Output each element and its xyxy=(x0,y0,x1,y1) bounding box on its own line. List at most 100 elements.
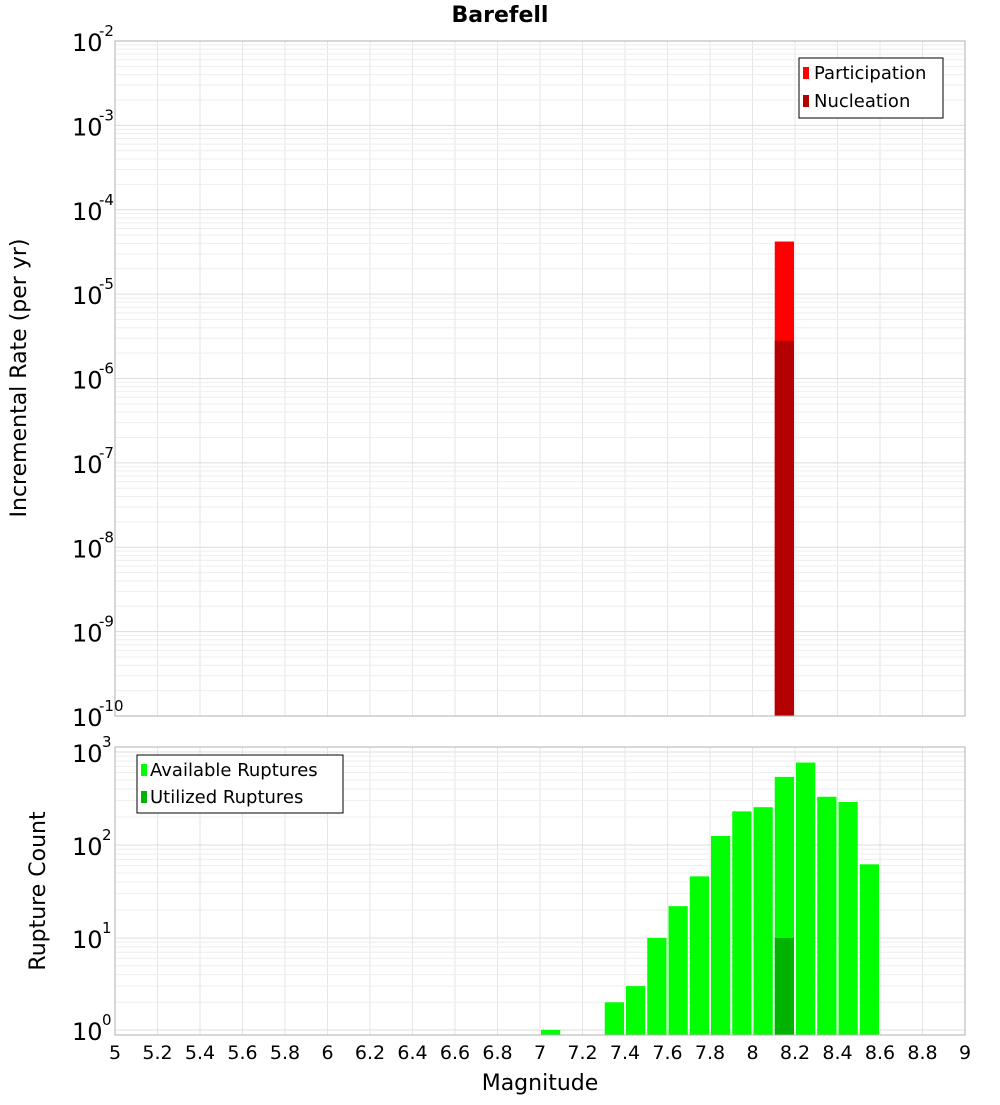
available-ruptures-bar xyxy=(541,1030,561,1035)
rate-bars xyxy=(774,241,794,717)
count-legend: Available Ruptures Utilized Ruptures xyxy=(136,754,344,814)
magnitude-x-tick-label: 7.4 xyxy=(610,1042,640,1064)
magnitude-x-tick-label: 5.4 xyxy=(185,1042,215,1064)
available-ruptures-bar xyxy=(689,876,709,1035)
magnitude-x-tick-label: 8.4 xyxy=(822,1042,852,1064)
magnitude-x-tick-label: 6.2 xyxy=(355,1042,385,1064)
rate-y-tick-exp: -10 xyxy=(99,697,124,715)
magnitude-x-tick-label: 5.8 xyxy=(270,1042,300,1064)
magnitude-x-tick-label: 8 xyxy=(746,1042,758,1064)
rate-y-tick-label: 10-9 xyxy=(72,613,114,648)
magnitude-x-tick-label: 5.6 xyxy=(227,1042,257,1064)
rate-y-tick-base: 10 xyxy=(72,451,103,479)
magnitude-x-tick-label: 7.8 xyxy=(695,1042,725,1064)
count-y-tick-exp: 0 xyxy=(102,1011,112,1029)
magnitude-x-tick-label: 6.6 xyxy=(440,1042,470,1064)
rate-panel: 10-210-310-410-510-610-710-810-910-10 In… xyxy=(7,22,966,732)
count-y-tick-label: 10 1 xyxy=(72,919,112,954)
rate-y-tick-exp: -2 xyxy=(99,22,114,40)
rate-y-tick-exp: -3 xyxy=(99,106,114,124)
available-ruptures-bar xyxy=(817,796,837,1035)
available-ruptures-bar xyxy=(626,986,646,1035)
magnitude-x-tick-label: 9 xyxy=(959,1042,971,1064)
magnitude-x-tick-label: 5 xyxy=(109,1042,121,1064)
count-y-tick-base: 10 xyxy=(72,833,103,861)
available-ruptures-bar xyxy=(796,762,816,1035)
rate-y-tick-exp: -5 xyxy=(99,275,114,293)
count-y-tick-exp: 2 xyxy=(102,826,112,844)
count-y-axis-label: Rupture Count xyxy=(26,811,51,971)
magnitude-x-axis-label: Magnitude xyxy=(482,1071,599,1096)
rate-y-tick-exp: -4 xyxy=(99,191,114,209)
count-y-tick-label: 10 2 xyxy=(72,826,112,861)
magnitude-x-tick-label: 8.8 xyxy=(907,1042,937,1064)
utilized-ruptures-bar xyxy=(774,938,794,1035)
count-y-tick-exp: 3 xyxy=(102,733,112,751)
chart-title: Barefell xyxy=(452,3,549,28)
rate-y-tick-base: 10 xyxy=(72,620,103,648)
available-ruptures-legend-swatch xyxy=(141,764,147,776)
available-ruptures-legend-label: Available Ruptures xyxy=(150,760,318,781)
rate-y-tick-exp: -6 xyxy=(99,360,114,378)
rate-y-tick-base: 10 xyxy=(72,113,103,141)
participation-legend-swatch xyxy=(803,67,809,79)
utilized-ruptures-legend-label: Utilized Ruptures xyxy=(150,787,303,808)
magnitude-x-tick-label: 7.2 xyxy=(567,1042,597,1064)
count-bars xyxy=(541,762,879,1035)
magnitude-x-tick-label: 6 xyxy=(321,1042,333,1064)
rate-y-tick-label: 10-3 xyxy=(72,106,114,141)
rate-y-tick-label: 10-8 xyxy=(72,528,114,563)
rate-grid xyxy=(114,41,966,717)
rate-y-tick-exp: -8 xyxy=(99,528,114,546)
magnitude-x-ticks: 5 5.2 5.4 5.6 5.8 6 6.2 6.4 6.6 6.8 7 7.2 7.4 7.6 7.8 8… xyxy=(109,1042,971,1064)
available-ruptures-bar xyxy=(604,1002,624,1035)
available-ruptures-bar xyxy=(732,811,752,1035)
rate-y-tick-base: 10 xyxy=(72,535,103,563)
magnitude-x-tick-label: 5.2 xyxy=(142,1042,172,1064)
rate-legend-box xyxy=(798,57,944,119)
rate-y-tick-base: 10 xyxy=(72,29,103,57)
rate-y-tick-label: 10-5 xyxy=(72,275,114,310)
count-y-tick-exp: 1 xyxy=(102,919,112,937)
count-y-tick-base: 10 xyxy=(72,740,103,768)
rate-y-tick-base: 10 xyxy=(72,282,103,310)
magnitude-x-tick-label: 7.6 xyxy=(652,1042,682,1064)
rate-y-axis-label: Incremental Rate (per yr) xyxy=(7,239,32,518)
rate-y-tick-exp: -9 xyxy=(99,613,114,631)
nucleation-legend-swatch xyxy=(803,95,809,107)
count-y-tick-label: 10 3 xyxy=(72,733,112,768)
count-y-tick-base: 10 xyxy=(72,926,103,954)
count-plot-border xyxy=(114,746,966,1036)
available-ruptures-bar xyxy=(753,807,773,1035)
count-y-tick-label: 10 0 xyxy=(72,1011,112,1046)
available-ruptures-bar xyxy=(668,906,688,1035)
rate-y-tick-label: 10-10 xyxy=(72,697,124,732)
magnitude-x-tick-label: 6.4 xyxy=(397,1042,427,1064)
magnitude-x-tick-label: 8.6 xyxy=(865,1042,895,1064)
nucleation-bar xyxy=(774,340,794,716)
available-ruptures-bar xyxy=(838,801,858,1035)
rate-y-tick-base: 10 xyxy=(72,704,103,732)
magnitude-x-tick-label: 7 xyxy=(534,1042,546,1064)
nucleation-legend-label: Nucleation xyxy=(814,91,910,112)
count-legend-box xyxy=(136,754,344,814)
rate-y-tick-label: 10-4 xyxy=(72,191,114,226)
rate-y-tick-label: 10-7 xyxy=(72,444,114,479)
utilized-ruptures-legend-swatch xyxy=(141,791,147,803)
available-ruptures-bar xyxy=(711,835,731,1035)
rate-legend: Participation Nucleation xyxy=(798,57,944,119)
rate-y-tick-label: 10-6 xyxy=(72,360,114,395)
participation-legend-label: Participation xyxy=(814,63,926,84)
rate-y-tick-label: 10-2 xyxy=(72,22,114,57)
magnitude-x-tick-label: 8.2 xyxy=(780,1042,810,1064)
rate-y-ticks: 10-210-310-410-510-610-710-810-910-10 xyxy=(72,22,124,732)
rate-plot-border xyxy=(114,40,966,717)
rate-y-tick-base: 10 xyxy=(72,198,103,226)
rate-y-tick-exp: -7 xyxy=(99,444,114,462)
available-ruptures-bar xyxy=(647,938,667,1035)
rate-y-tick-base: 10 xyxy=(72,367,103,395)
count-y-tick-base: 10 xyxy=(72,1018,103,1046)
